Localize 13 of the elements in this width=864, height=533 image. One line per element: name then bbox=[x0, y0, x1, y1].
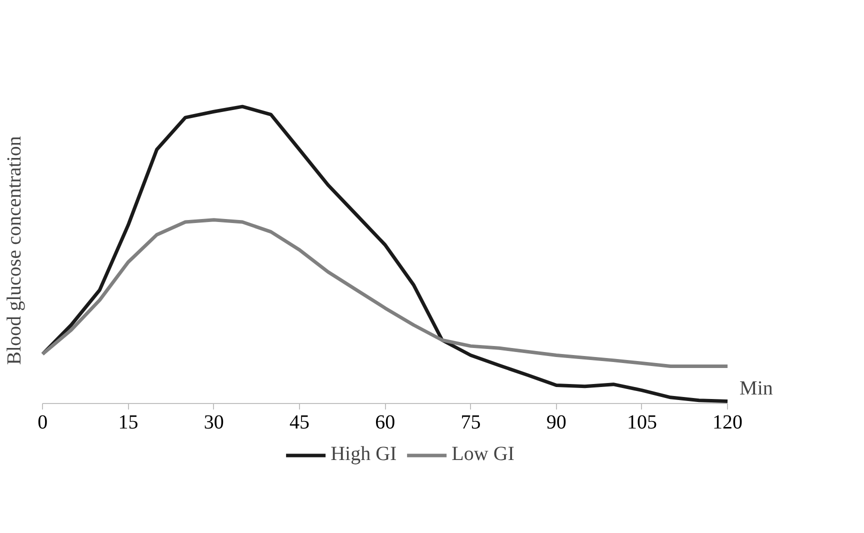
x-tick-label: 60 bbox=[375, 411, 396, 434]
x-tick-label: 30 bbox=[204, 411, 224, 434]
y-axis-title: Blood glucose concentration bbox=[4, 136, 26, 365]
x-tick-label: 0 bbox=[38, 411, 48, 434]
legend-label: Low GI bbox=[452, 443, 514, 466]
x-tick-label: 90 bbox=[546, 411, 566, 434]
x-tick-label: 45 bbox=[289, 411, 310, 434]
legend-label: High GI bbox=[330, 443, 397, 466]
x-tick-label: 75 bbox=[460, 411, 481, 434]
x-tick-label: 15 bbox=[118, 411, 138, 434]
x-tick-label: 120 bbox=[712, 411, 743, 434]
x-tick-label: 105 bbox=[626, 411, 657, 434]
x-axis-title: Min bbox=[740, 377, 773, 400]
